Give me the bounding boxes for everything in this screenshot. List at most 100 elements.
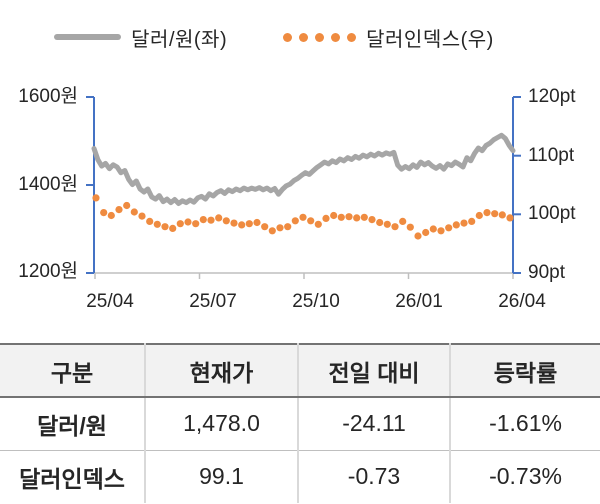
- x-axis-label: 25/07: [189, 291, 237, 312]
- dollarindex-dot: [238, 221, 246, 229]
- dollarindex-dot: [353, 214, 361, 222]
- dollarindex-dot: [498, 211, 506, 219]
- dollarindex-current: 99.1: [145, 450, 299, 503]
- dollarindex-dot: [452, 221, 460, 229]
- y-axis-label-right: 100pt: [528, 203, 576, 224]
- legend-item-dollarindex: 달러인덱스(우): [283, 23, 494, 52]
- dollarindex-dot: [491, 210, 499, 218]
- exchange-rate-chart: 1600원 1400원 1200원 120pt 110pt 100pt 90pt…: [0, 85, 600, 320]
- dollarindex-dot: [314, 220, 322, 228]
- dollarindex-dot: [107, 211, 115, 220]
- dollarindex-dot: [368, 216, 376, 224]
- row-label-dollarindex: 달러인덱스: [0, 450, 146, 503]
- dollarindex-dot: [330, 211, 338, 220]
- dollarindex-dot: [506, 214, 514, 222]
- y-axis-right-line: [512, 96, 521, 274]
- gray-line-swatch-icon: [54, 34, 122, 40]
- dollarindex-dot: [138, 212, 146, 220]
- dollarindex-dot: [360, 213, 368, 221]
- dollarindex-change: -0.73: [298, 450, 451, 503]
- dollarindex-dot: [153, 220, 161, 228]
- dollarindex-dot: [437, 227, 445, 235]
- dollarindex-dot: [130, 208, 138, 216]
- dollarindex-dot: [429, 225, 437, 233]
- dollarindex-dot: [322, 214, 330, 222]
- dollarindex-dot: [414, 232, 422, 240]
- usdkrw-line-series: [91, 132, 516, 206]
- dollarindex-dot: [176, 220, 184, 228]
- col-header-current: 현재가: [145, 344, 299, 398]
- dollarindex-dot: [276, 224, 284, 232]
- dollarindex-dot: [161, 223, 169, 231]
- y-axis-left-line: [86, 96, 95, 274]
- usdkrw-change: -24.11: [298, 397, 451, 451]
- dollarindex-dot: [345, 213, 353, 221]
- usdkrw-current: 1,478.0: [145, 397, 299, 451]
- y-axis-label-left: 1200원: [18, 261, 78, 282]
- legend-label: 달러인덱스(우): [366, 28, 494, 51]
- dollarindex-dot-series: [92, 194, 514, 240]
- legend-label: 달러/원(좌): [131, 28, 228, 51]
- dollarindex-dot: [376, 218, 384, 227]
- dollarindex-dot: [92, 194, 100, 202]
- dollarindex-dot: [222, 217, 230, 225]
- legend-dot: [283, 32, 293, 42]
- dollarindex-dot: [115, 206, 123, 214]
- x-axis-label: 25/10: [292, 291, 340, 312]
- dollarindex-dot: [483, 209, 491, 217]
- x-axis-label: 26/01: [395, 291, 443, 312]
- y-axis-label-right: 120pt: [528, 86, 576, 107]
- legend-dot: [347, 32, 357, 42]
- dollarindex-dot: [100, 209, 108, 217]
- dollarindex-dot: [146, 217, 154, 225]
- dollarindex-dot: [337, 213, 345, 221]
- usdkrw-pct: -1.61%: [450, 397, 600, 451]
- dollarindex-dot: [445, 224, 453, 232]
- dollarindex-dot: [399, 217, 407, 225]
- dollarindex-dot: [199, 216, 207, 224]
- dollarindex-dot: [261, 223, 269, 231]
- dollarindex-dot: [291, 217, 299, 225]
- dollarindex-dot: [207, 216, 215, 224]
- y-axis-label-left: 1400원: [18, 174, 78, 195]
- legend-dot: [299, 32, 309, 42]
- legend-dot: [331, 32, 341, 42]
- chart-legend: 달러/원(좌) 달러인덱스(우): [0, 20, 600, 54]
- table-header-row: 구분 현재가 전일 대비 등락률: [0, 344, 600, 398]
- y-axis-label-right: 110pt: [528, 145, 575, 166]
- dollarindex-dot: [406, 223, 414, 231]
- dollarindex-dot: [299, 213, 307, 221]
- y-axis-label-right: 90pt: [528, 262, 565, 283]
- row-label-usdkrw: 달러/원: [0, 397, 146, 451]
- dollarindex-dot: [245, 220, 253, 228]
- dollarindex-dot: [123, 201, 131, 210]
- dollarindex-pct: -0.73%: [489, 463, 562, 490]
- x-axis-label: 26/04: [498, 291, 546, 312]
- dollarindex-dot: [253, 218, 261, 227]
- col-header-pct: 등락률: [450, 344, 600, 398]
- dollarindex-dot: [460, 219, 468, 227]
- dollarindex-dot: [230, 219, 238, 227]
- dollarindex-dot: [468, 217, 476, 225]
- dollarindex-dot: [169, 224, 177, 232]
- y-axis-label-left: 1600원: [18, 86, 78, 107]
- chart-plot-area: [86, 96, 521, 279]
- table-row: 달러인덱스 99.1 -0.73 -0.73%: [0, 450, 600, 503]
- orange-dots-swatch-icon: [283, 32, 357, 42]
- dollarindex-dot: [184, 218, 192, 226]
- dollarindex-dot: [391, 223, 399, 231]
- col-header-change: 전일 대비: [298, 344, 451, 398]
- dollarindex-dot: [268, 227, 276, 235]
- legend-dot: [315, 32, 325, 42]
- dollarindex-dot: [422, 228, 430, 237]
- x-axis-line: [94, 272, 514, 279]
- x-axis-label: 25/04: [86, 291, 134, 312]
- table-row: 달러/원 1,478.0 -24.11 -1.61%: [0, 397, 600, 451]
- dollarindex-dot: [307, 217, 315, 225]
- dollarindex-dot: [284, 223, 292, 231]
- dollarindex-dot: [475, 211, 483, 220]
- dollarindex-dot: [192, 220, 200, 228]
- dollarindex-dot: [215, 214, 223, 222]
- legend-item-usdkrw: 달러/원(좌): [54, 23, 227, 52]
- quote-table: 구분 현재가 전일 대비 등락률 달러/원 1,478.0 -24.11 -1.…: [0, 343, 600, 503]
